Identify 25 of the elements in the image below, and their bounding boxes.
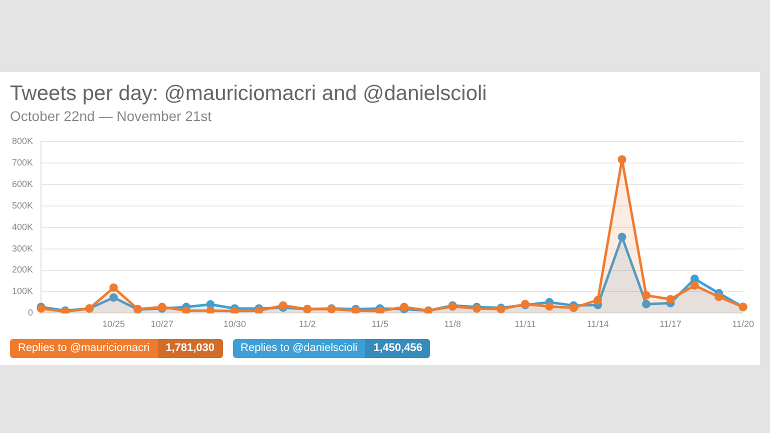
y-tick-label: 100K bbox=[12, 286, 34, 296]
x-tick-label: 10/30 bbox=[223, 319, 246, 330]
text: 1,781,030 bbox=[158, 339, 223, 358]
text: Replies to @danielscioli bbox=[240, 341, 358, 356]
y-tick-label: 300K bbox=[12, 243, 34, 254]
x-tick-label: 11/17 bbox=[660, 319, 682, 330]
text: Replies to @mauriciomacri bbox=[17, 341, 151, 356]
x-tick-label: 11/8 bbox=[444, 319, 461, 330]
x-tick-label: 11/2 bbox=[298, 319, 316, 330]
x-tick-label: 11/14 bbox=[586, 319, 609, 330]
x-tick-label: 10/25 bbox=[102, 319, 125, 330]
y-tick-label: 200K bbox=[12, 264, 34, 275]
x-tick-label: 11/5 bbox=[372, 319, 388, 330]
x-tick-label: 10/27 bbox=[150, 319, 174, 330]
y-tick-label: 800K bbox=[12, 136, 34, 146]
y-tick-label: 500K bbox=[12, 200, 34, 210]
chart-subtitle: October 22nd — November 21st bbox=[10, 108, 212, 124]
y-tick-label: 0 bbox=[28, 308, 34, 318]
chart-title: Tweets per day: @mauriciomacri and @danielscioli bbox=[10, 82, 487, 106]
x-tick-label: 11/20 bbox=[732, 319, 754, 330]
y-tick-label: 400K bbox=[12, 222, 34, 232]
text: 1,450,456 bbox=[365, 339, 430, 358]
y-tick-label: 700K bbox=[12, 157, 34, 168]
x-tick-label: 11/11 bbox=[514, 319, 536, 330]
y-tick-label: 600K bbox=[12, 178, 34, 189]
